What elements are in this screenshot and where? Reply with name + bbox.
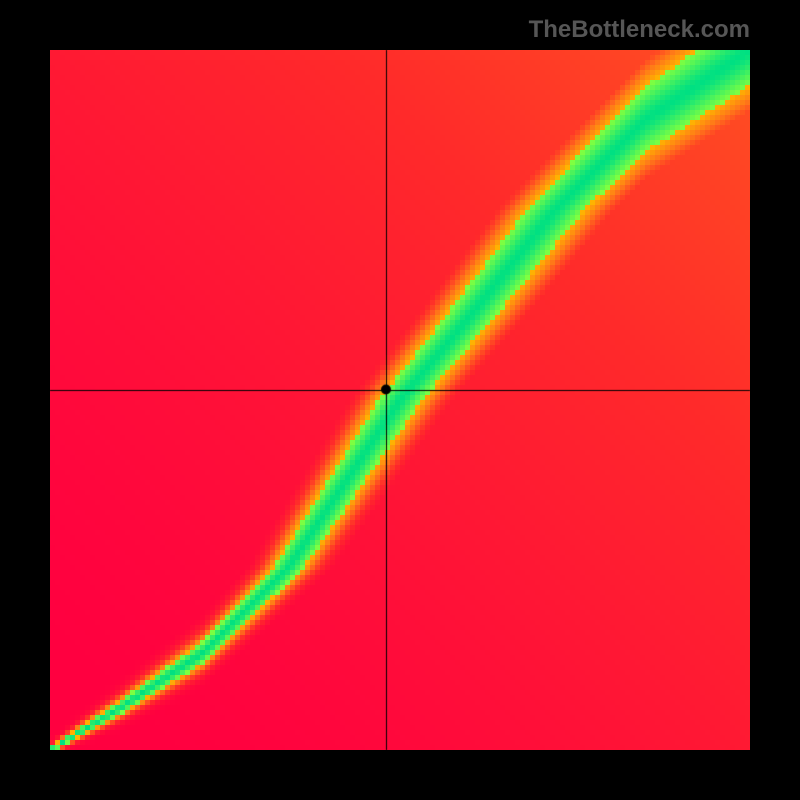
watermark-text: TheBottleneck.com [529,16,750,44]
crosshair-overlay [0,0,800,800]
chart-container: TheBottleneck.com [0,0,800,800]
